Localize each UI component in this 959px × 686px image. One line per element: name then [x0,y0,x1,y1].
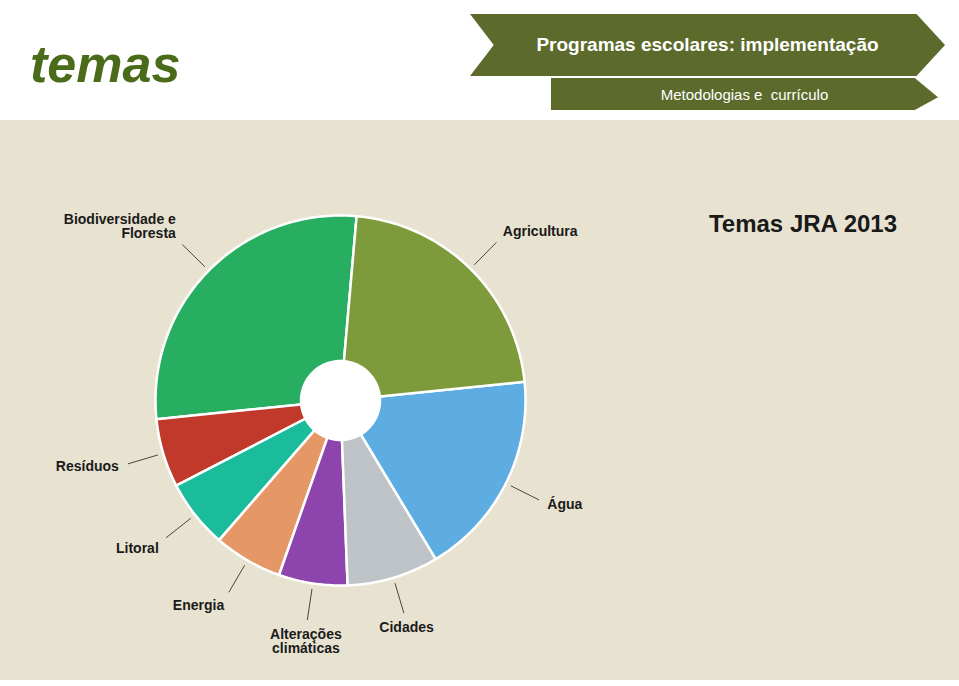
svg-text:Alteraçõesclimáticas: Alteraçõesclimáticas [270,626,342,656]
svg-text:Agricultura: Agricultura [503,223,578,239]
html-text:Metodologias e currículo: Metodologias e currículo [660,85,829,103]
svg-text:Energia: Energia [173,597,225,613]
svg-text:Água: Água [547,496,582,512]
svg-text:Cidades: Cidades [379,619,434,635]
svg-text:Litoral: Litoral [116,540,159,556]
html-text:Programas escolares: implement: Programas escolares: implementação [536,34,879,55]
html-text:temas: temas [30,35,181,93]
svg-text:Biodiversidade eFloresta: Biodiversidade eFloresta [64,211,176,241]
svg-text:Temas JRA 2013: Temas JRA 2013 [709,210,897,237]
svg-text:Resíduos: Resíduos [56,458,119,474]
